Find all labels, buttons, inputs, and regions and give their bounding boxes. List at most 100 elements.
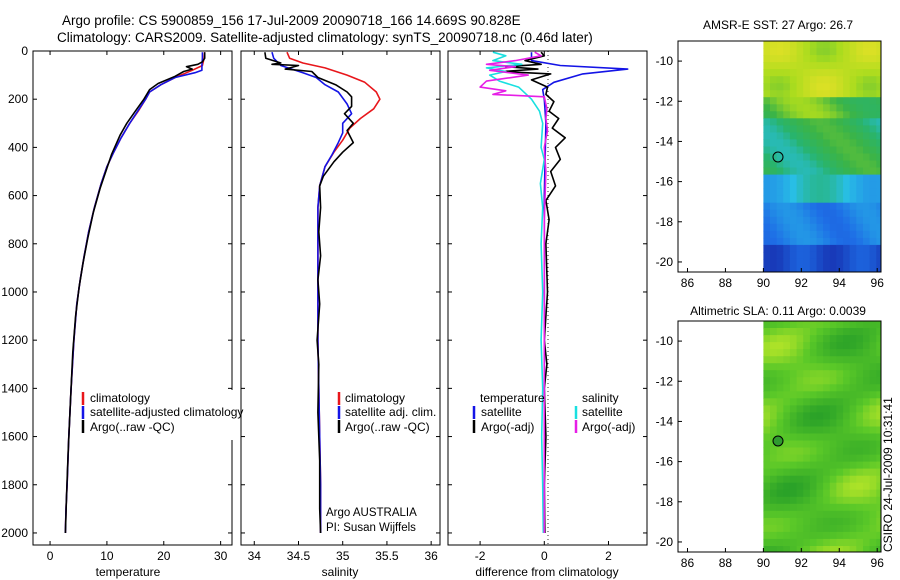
heatmap-cell <box>843 258 851 267</box>
heatmap-cell <box>789 55 798 63</box>
heatmap-cell <box>796 328 804 336</box>
heatmap-cell <box>829 398 837 406</box>
y-tick-label: -14 <box>656 414 674 428</box>
heatmap-cell <box>856 111 864 119</box>
heatmap-cell <box>789 118 798 126</box>
heatmap-cell <box>843 363 851 371</box>
heatmap-cell <box>809 258 818 267</box>
series-line-satellite-adjusted-climatology <box>64 52 204 534</box>
heatmap-cell <box>829 132 837 140</box>
heatmap-cell <box>869 517 877 526</box>
heatmap-cell <box>869 426 877 435</box>
heatmap-cell <box>856 538 864 547</box>
heatmap-cell <box>849 188 857 197</box>
series-line-salinity-argo-adj <box>479 51 549 533</box>
heatmap-cell <box>869 321 877 329</box>
heatmap-cell <box>776 153 784 162</box>
x-tick-label: 35.5 <box>375 549 399 563</box>
heatmap-cell <box>789 251 798 260</box>
heatmap-cell <box>836 328 844 336</box>
heatmap-cell <box>789 244 798 253</box>
heatmap-cell <box>843 251 851 260</box>
heatmap-cell <box>816 167 824 176</box>
heatmap-cell <box>823 188 831 197</box>
x-tick-label: 90 <box>757 556 771 570</box>
heatmap-cell <box>809 237 818 246</box>
heatmap-cell <box>836 447 844 456</box>
heatmap-cell <box>783 377 791 385</box>
heatmap-cell <box>829 447 837 456</box>
heatmap-cell <box>843 69 851 77</box>
heatmap-cell <box>856 195 864 204</box>
heatmap-cell <box>829 419 837 427</box>
series-line-argo-raw-qc <box>264 52 355 534</box>
heatmap-cell <box>789 83 798 91</box>
heatmap-cell <box>849 433 857 442</box>
heatmap-cell <box>796 461 804 470</box>
heatmap-cell <box>823 118 831 126</box>
heatmap-cell <box>823 426 831 435</box>
heatmap-cell <box>803 349 811 357</box>
heatmap-cell <box>803 139 811 147</box>
heatmap-cell <box>783 524 791 533</box>
heatmap-cell <box>783 546 791 552</box>
heatmap-cell <box>876 62 881 70</box>
heatmap-cell <box>843 237 851 246</box>
heatmap-cell <box>809 125 818 133</box>
heatmap-cell <box>776 104 784 112</box>
heatmap-cell <box>836 454 844 463</box>
heatmap-cell <box>776 209 784 218</box>
heatmap-cell <box>776 412 784 420</box>
heatmap-cell <box>836 195 844 204</box>
salinity-legend: climatology satellite adj. clim. Argo(..… <box>337 391 436 434</box>
heatmap-cell <box>776 132 784 140</box>
heatmap-cell <box>849 209 857 218</box>
heatmap-cell <box>803 237 811 246</box>
heatmap-cell <box>863 111 871 119</box>
heatmap-cell <box>869 531 877 540</box>
heatmap-cell <box>763 55 771 63</box>
heatmap-cell <box>789 167 798 176</box>
heatmap-cell <box>783 482 791 491</box>
heatmap-cell <box>836 202 844 211</box>
heatmap-cell <box>876 167 881 176</box>
heatmap-cell <box>829 510 837 519</box>
heatmap-cell <box>869 335 877 343</box>
heatmap-cell <box>856 440 864 449</box>
heatmap-cell <box>803 174 811 183</box>
heatmap-cell <box>770 356 778 364</box>
heatmap-cell <box>863 475 871 484</box>
y-tick-label: -16 <box>656 175 674 189</box>
legend-title-salinity: salinity <box>582 391 619 405</box>
heatmap-cell <box>876 328 881 336</box>
heatmap-cell <box>863 342 871 350</box>
heatmap-cell <box>863 104 871 112</box>
x-tick-label: 88 <box>719 556 733 570</box>
heatmap-cell <box>803 76 811 84</box>
heatmap-cell <box>770 503 778 512</box>
heatmap-cell <box>863 202 871 211</box>
heatmap-cell <box>863 370 871 378</box>
heatmap-cell <box>836 342 844 350</box>
heatmap-cell <box>829 342 837 350</box>
heatmap-cell <box>823 146 831 155</box>
heatmap-cell <box>843 328 851 336</box>
heatmap-cell <box>783 517 791 526</box>
heatmap-cell <box>829 41 837 49</box>
heatmap-cell <box>770 475 778 484</box>
heatmap-cell <box>829 104 837 112</box>
heatmap-cell <box>770 139 778 147</box>
heatmap-cell <box>770 76 778 84</box>
sla-map-title: Altimetric SLA: 0.11 Argo: 0.0039 <box>690 304 866 318</box>
heatmap-cell <box>829 167 837 176</box>
heatmap-cell <box>796 468 804 477</box>
heatmap-cell <box>823 174 831 183</box>
heatmap-cell <box>803 321 811 329</box>
heatmap-cell <box>836 237 844 246</box>
heatmap-cell <box>849 531 857 540</box>
heatmap-cell <box>869 461 877 470</box>
heatmap-cell <box>796 391 804 399</box>
heatmap-cell <box>809 468 818 477</box>
heatmap-cell <box>816 139 824 147</box>
heatmap-cell <box>869 510 877 519</box>
